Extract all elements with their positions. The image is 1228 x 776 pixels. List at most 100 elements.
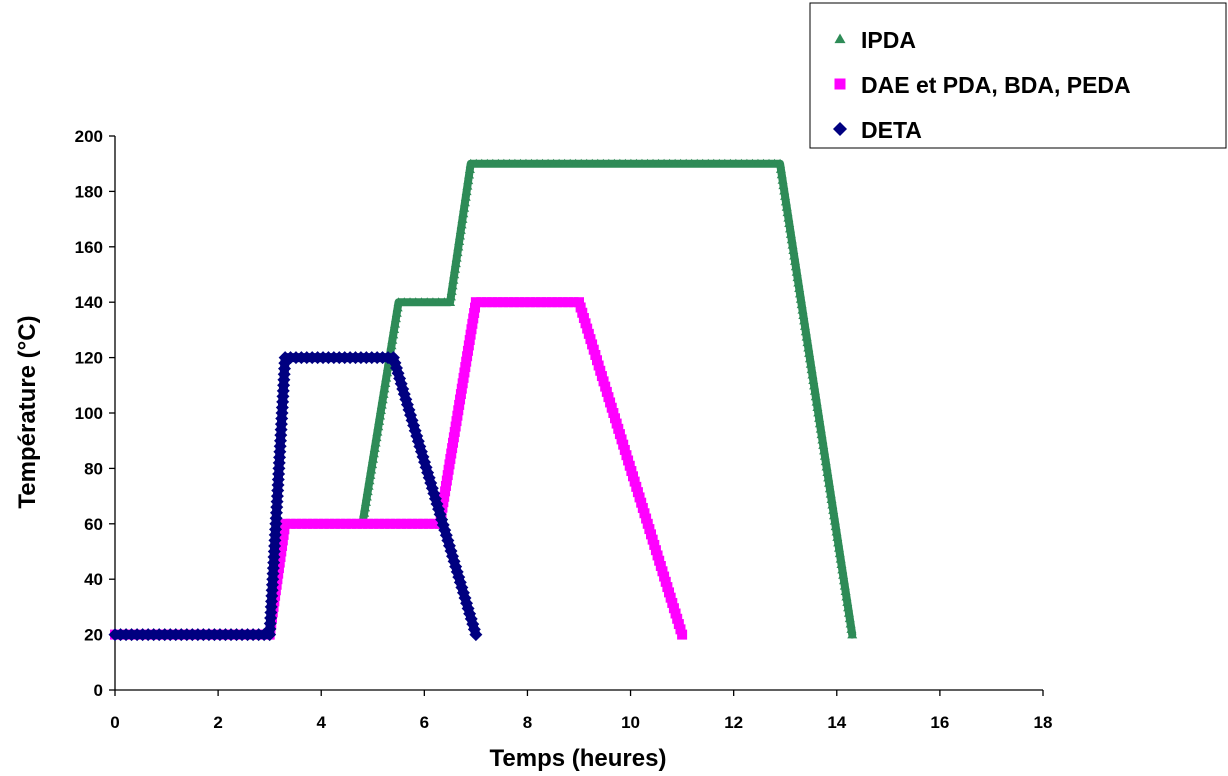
data-point [452,247,463,257]
data-point [574,297,584,308]
y-tick-label: 140 [75,293,103,312]
data-point [346,518,357,529]
y-tick-label: 180 [75,182,103,201]
data-point [450,263,461,273]
data-point [461,186,472,196]
legend-marker [834,33,846,44]
data-point [385,518,396,529]
data-point [818,440,829,449]
data-point [668,603,679,614]
data-point [449,269,460,279]
data-point [361,491,372,501]
data-point [450,421,461,432]
data-point [391,308,402,317]
data-point [464,164,475,173]
data-point [637,502,648,513]
data-point [376,399,387,409]
data-point [652,550,663,561]
data-point [677,629,688,640]
data-point [470,302,481,313]
data-point [803,342,814,352]
data-point [453,405,464,416]
data-point [647,534,658,545]
data-point [508,297,519,308]
data-point [379,518,390,529]
data-point [815,423,826,433]
data-point [811,396,822,406]
data-point [457,378,468,389]
data-point [454,399,465,410]
data-point [514,297,525,308]
data-point [650,545,661,556]
data-point [449,426,460,437]
data-point [808,375,819,384]
data-point [618,439,629,450]
data-point [846,624,857,633]
data-point [587,339,598,350]
data-point [657,566,668,577]
data-point [401,518,412,529]
data-point [629,476,640,487]
y-tick-label: 20 [84,626,103,645]
data-point [450,258,461,268]
data-point [585,334,596,345]
data-point [365,470,376,479]
data-point [796,299,807,309]
data-point [440,486,451,497]
data-point [389,324,400,333]
data-point [588,344,599,355]
data-point [613,423,624,434]
data-point [626,466,637,477]
data-point [462,180,473,190]
data-point [277,535,288,546]
data-point [794,283,805,292]
data-point [799,315,810,325]
data-point [795,294,806,303]
data-point [455,389,466,400]
data-point [468,313,479,324]
data-point [646,529,657,540]
data-point [440,480,451,491]
data-point [801,331,812,341]
data-point [826,494,837,504]
data-point [809,386,820,395]
data-point [476,297,487,308]
data-point [606,402,617,413]
data-point [451,252,462,262]
data-point [631,481,642,492]
data-point [368,448,379,458]
data-point [418,518,429,529]
data-point [785,229,796,238]
y-tick-label: 100 [75,404,103,423]
data-point [592,355,603,366]
data-point [448,432,459,443]
data-point [568,297,579,308]
x-tick-label: 12 [724,713,743,732]
data-point [582,323,593,334]
x-tick-label: 10 [621,713,640,732]
data-point [824,478,835,487]
data-point [459,203,470,212]
data-point [445,297,456,306]
data-point [655,561,666,572]
data-point [429,518,440,529]
data-point [797,304,808,314]
data-point [441,475,452,486]
data-point [357,518,368,529]
data-point [382,362,393,371]
data-point [812,402,823,412]
data-point [536,297,547,308]
data-point [789,250,800,260]
data-point [487,297,498,308]
data-point [459,367,470,378]
data-point [455,225,466,234]
data-point [800,326,811,336]
data-point [787,239,798,249]
data-point [611,418,622,429]
data-point [461,356,472,367]
data-point [814,418,825,428]
data-point [804,348,815,357]
x-tick-label: 2 [213,713,222,732]
data-point [375,410,386,420]
data-point [359,507,370,517]
